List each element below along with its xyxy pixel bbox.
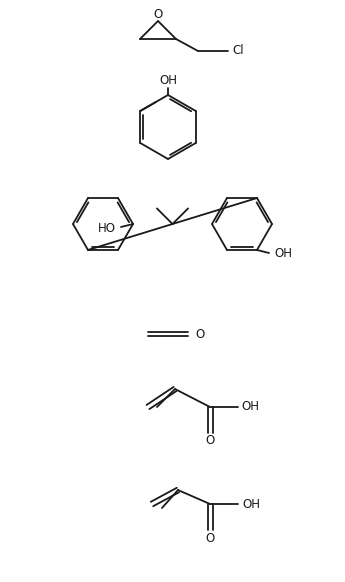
Text: OH: OH <box>159 74 177 87</box>
Text: OH: OH <box>274 247 292 261</box>
Text: OH: OH <box>241 400 259 413</box>
Text: OH: OH <box>242 498 260 510</box>
Text: O: O <box>154 8 162 20</box>
Text: HO: HO <box>98 222 116 235</box>
Text: O: O <box>205 435 215 448</box>
Text: O: O <box>205 531 215 545</box>
Text: O: O <box>195 328 205 340</box>
Text: Cl: Cl <box>232 44 244 56</box>
